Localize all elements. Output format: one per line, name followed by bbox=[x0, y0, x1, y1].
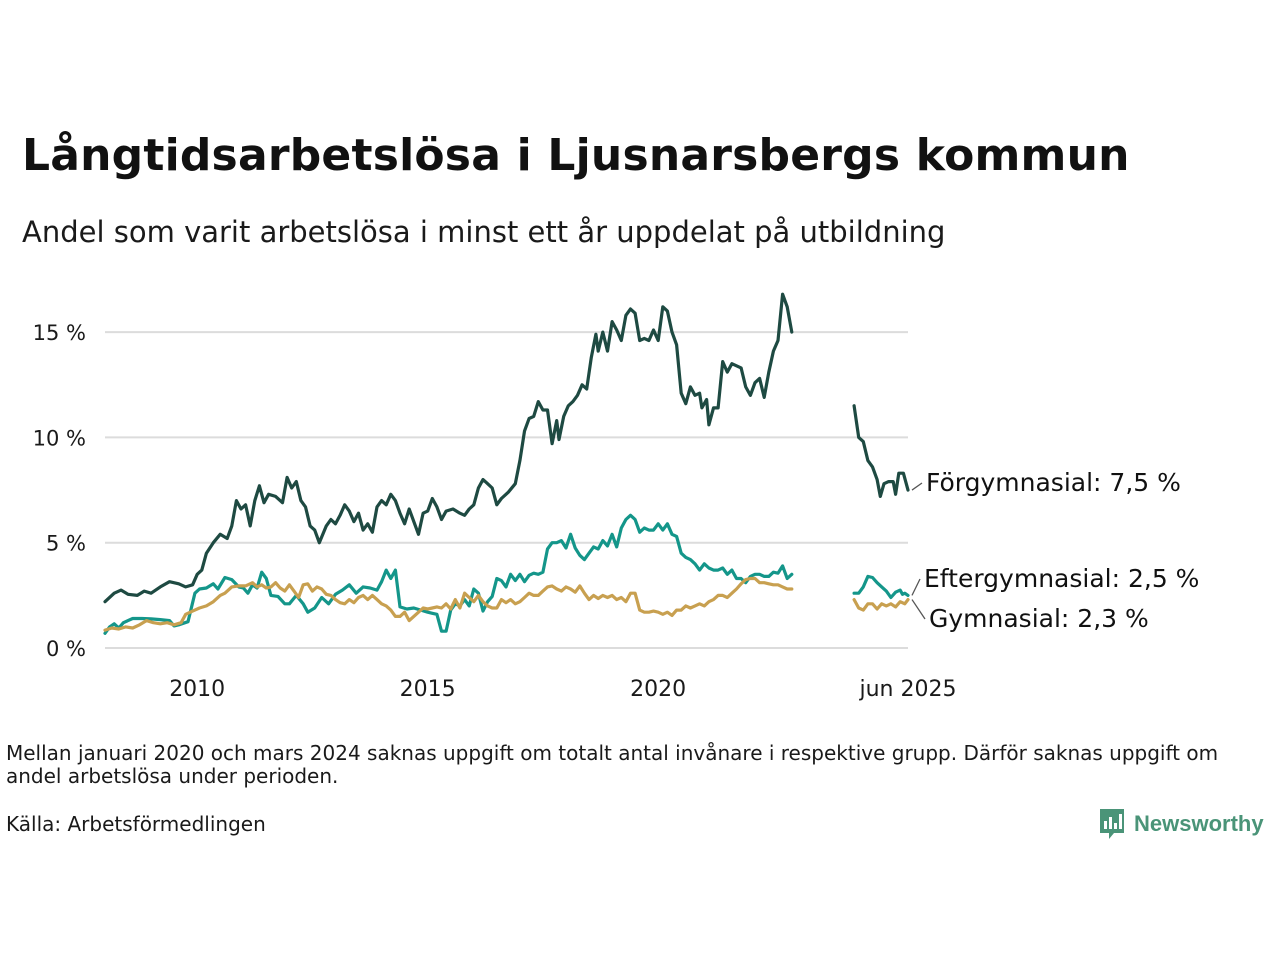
series-line-förgymnasial bbox=[103, 292, 794, 604]
y-tick-label: 10 % bbox=[33, 426, 86, 450]
series-line-eftergymnasial bbox=[852, 574, 910, 600]
y-tick-label: 15 % bbox=[33, 321, 86, 345]
label-leader-line bbox=[911, 482, 923, 491]
y-tick-label: 0 % bbox=[46, 637, 86, 661]
series-line-eftergymnasial bbox=[103, 513, 794, 635]
series-line-gymnasial bbox=[103, 576, 794, 632]
x-axis: 2010 2015 2020 jun 2025 bbox=[169, 677, 956, 702]
series-end-label-gymnasial: Gymnasial: 2,3 % bbox=[929, 604, 1149, 633]
series-end-label-förgymnasial: Förgymnasial: 7,5 % bbox=[926, 468, 1181, 497]
gridlines bbox=[105, 331, 908, 649]
x-tick-label: 2015 bbox=[400, 677, 456, 702]
label-leader-line bbox=[911, 599, 926, 620]
bar-chart-logo-icon bbox=[1100, 809, 1124, 839]
source-note: Källa: Arbetsförmedlingen bbox=[6, 812, 266, 836]
x-tick-label: 2010 bbox=[169, 677, 225, 702]
series-line-förgymnasial bbox=[852, 404, 910, 498]
footnote: Mellan januari 2020 och mars 2024 saknas… bbox=[6, 741, 1219, 788]
chart-subtitle: Andel som varit arbetslösa i minst ett å… bbox=[22, 215, 946, 249]
series-line-gymnasial bbox=[852, 598, 910, 612]
x-tick-label: 2020 bbox=[630, 677, 686, 702]
y-tick-label: 5 % bbox=[46, 532, 86, 556]
series-end-label-eftergymnasial: Eftergymnasial: 2,5 % bbox=[924, 564, 1199, 593]
series-end-labels: Förgymnasial: 7,5 % Eftergymnasial: 2,5 %… bbox=[911, 468, 1199, 633]
newsworthy-logo: Newsworthy bbox=[1098, 806, 1264, 842]
label-leader-line bbox=[911, 578, 921, 596]
chart-title: Långtidsarbetslösa i Ljusnarsbergs kommu… bbox=[22, 130, 1130, 181]
x-tick-label: jun 2025 bbox=[859, 677, 957, 702]
y-axis: 0 % 5 % 10 % 15 % bbox=[33, 321, 86, 661]
series-lines bbox=[103, 292, 910, 635]
brand-name: Newsworthy bbox=[1134, 811, 1264, 836]
